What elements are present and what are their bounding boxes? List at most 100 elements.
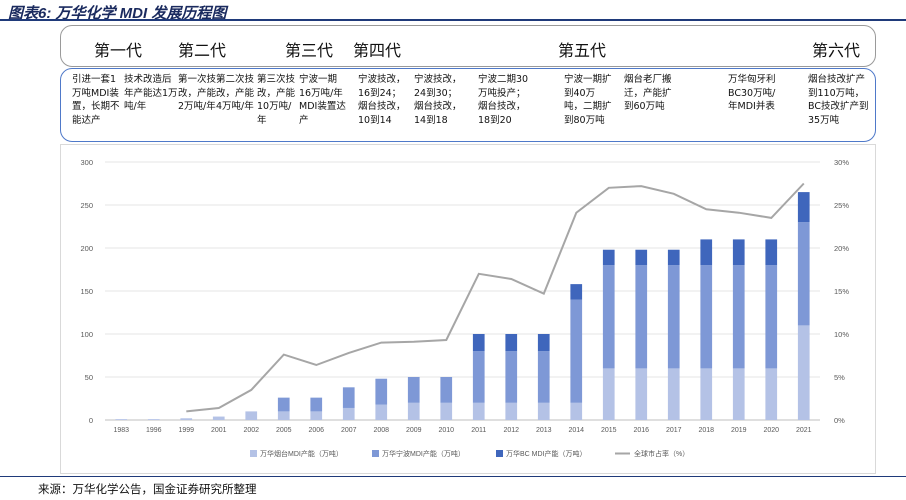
bar-bc (732, 239, 745, 266)
y-right-tick-label: 5% (834, 373, 845, 382)
y-right-tick-label: 25% (834, 201, 849, 210)
bar-bc (667, 249, 680, 266)
y-right-tick-label: 10% (834, 330, 849, 339)
bar-bc (505, 334, 518, 352)
x-tick-label: 2016 (633, 427, 649, 434)
y-left-tick-label: 200 (80, 244, 93, 253)
bar-ningbo (505, 351, 518, 403)
bar-ningbo (440, 377, 453, 403)
bar-bc (472, 334, 485, 352)
milestone-notes-panel (60, 68, 876, 142)
bar-yantai (700, 368, 713, 420)
x-tick-label: 2021 (796, 427, 812, 434)
bar-yantai (732, 368, 745, 420)
x-tick-label: 1999 (178, 427, 194, 434)
capacity-share-chart: 0 50 100 150 200 250 300 0% 5% 10% 15% 20% 25% 30% 198… (80, 158, 849, 458)
bar-bc (602, 249, 615, 266)
y-left-tick-label: 300 (80, 158, 93, 167)
x-tick-label: 2017 (666, 427, 682, 434)
bar-ningbo (537, 351, 550, 403)
bar-yantai (180, 418, 193, 420)
market-share-line (186, 182, 805, 413)
bar-ningbo (602, 265, 615, 369)
legend-yantai-swatch (250, 450, 257, 457)
milestone-note: 引进一套1万吨MDI装置，长期不能达产 (72, 74, 120, 126)
figure-source: 来源：万华化学公告，国金证券研究所整理 (38, 482, 257, 496)
x-tick-label: 2014 (568, 427, 584, 434)
bar-yantai (505, 402, 518, 420)
x-tick-label: 2018 (698, 427, 714, 434)
legend-bc-swatch (496, 450, 503, 457)
x-tick-label: 2001 (211, 427, 227, 434)
title-divider (0, 19, 906, 21)
y-left-tick-label: 150 (80, 287, 93, 296)
y-left-tick-label: 250 (80, 201, 93, 210)
bar-ningbo (797, 222, 810, 326)
x-tick-label: 2008 (373, 427, 389, 434)
bar-yantai (667, 368, 680, 420)
x-tick-label: 2013 (536, 427, 552, 434)
bar-yantai (472, 402, 485, 420)
bar-yantai (407, 402, 420, 420)
y-left-tick-label: 100 (80, 330, 93, 339)
x-tick-label: 2006 (308, 427, 324, 434)
milestone-note: 万华匈牙利BC30万吨/年MDI并表 (728, 74, 776, 112)
legend-ningbo-label: 万华宁波MDI产能（万吨） (382, 449, 465, 458)
x-tick-label: 2019 (731, 427, 747, 434)
x-tick-label: 2020 (763, 427, 779, 434)
bar-bc (700, 239, 713, 266)
generation-label-6: 第六代 (812, 41, 861, 60)
milestone-note: 宁波一期16万吨/年MDI装置达产 (299, 74, 346, 126)
bar-ningbo (375, 378, 388, 405)
bar-yantai (797, 325, 810, 420)
milestone-note: 宁波技改，24到30；烟台技改，14到18 (414, 74, 462, 126)
bar-bc (765, 239, 778, 266)
x-tick-label: 2015 (601, 427, 617, 434)
bar-yantai (765, 368, 778, 420)
y-left-tick-label: 0 (89, 416, 93, 425)
bar-yantai (342, 407, 355, 420)
generation-timeline (60, 25, 876, 67)
bar-ningbo (342, 387, 355, 408)
bar-ningbo (570, 299, 583, 403)
milestone-note: 烟台技改扩产到110万吨，BC技改扩产到35万吨 (808, 74, 869, 126)
bar-yantai (212, 416, 225, 420)
x-tick-label: 2005 (276, 427, 292, 434)
generation-label-2: 第二代 (178, 41, 227, 60)
bar-ningbo (732, 265, 745, 369)
bar-yantai (310, 411, 323, 420)
bar-ningbo (310, 397, 323, 412)
legend-ningbo-swatch (372, 450, 379, 457)
bar-yantai (147, 419, 160, 420)
milestone-note: 宁波一期扩到40万吨，二期扩到80万吨 (564, 74, 612, 126)
legend-yantai-label: 万华烟台MDI产能（万吨） (260, 449, 343, 458)
bar-yantai (245, 411, 258, 420)
milestone-note: 技术改造后年产能达1万吨/年 (124, 74, 178, 112)
x-tick-label: 1983 (113, 427, 129, 434)
generation-label-5: 第五代 (558, 41, 607, 60)
y-right-tick-label: 0% (834, 416, 845, 425)
bar-ningbo (472, 351, 485, 403)
bar-ningbo (407, 377, 420, 403)
y-right-tick-label: 20% (834, 244, 849, 253)
bar-yantai (570, 402, 583, 420)
x-tick-label: 2012 (503, 427, 519, 434)
source-divider (0, 476, 906, 477)
y-left-tick-label: 50 (85, 373, 93, 382)
bar-ningbo (765, 265, 778, 369)
bar-yantai (537, 402, 550, 420)
bar-yantai (277, 411, 290, 420)
bar-ningbo (635, 265, 648, 369)
milestone-note: 第三次技改，产能10万吨/年 (257, 74, 296, 126)
bar-ningbo (700, 265, 713, 369)
bar-yantai (375, 404, 388, 420)
milestone-note: 宁波二期30万吨投产；烟台技改，18到20 (478, 74, 529, 126)
x-tick-label: 2007 (341, 427, 357, 434)
bar-ningbo (277, 397, 290, 412)
y-right-tick-label: 30% (834, 158, 849, 167)
generation-label-1: 第一代 (94, 41, 143, 60)
bar-yantai (115, 419, 128, 420)
generation-label-3: 第三代 (285, 41, 334, 60)
bar-ningbo (667, 265, 680, 369)
x-tick-label: 1996 (146, 427, 162, 434)
